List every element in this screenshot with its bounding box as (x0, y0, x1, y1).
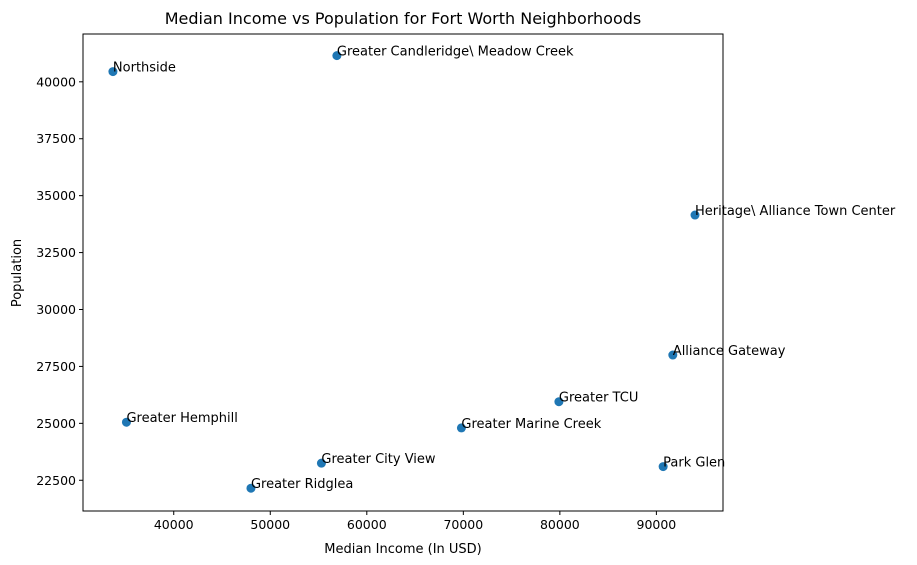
y-tick-label: 25000 (36, 416, 76, 431)
y-tick-label: 27500 (36, 359, 76, 374)
data-points (108, 51, 700, 493)
point-label: Greater Marine Creek (461, 417, 601, 432)
x-tick-label: 50000 (250, 517, 290, 532)
point-label: Northside (113, 61, 176, 76)
plot-area (82, 33, 724, 512)
x-tick-label: 40000 (154, 517, 194, 532)
x-tick-label: 90000 (637, 517, 677, 532)
x-tick-label: 70000 (443, 517, 483, 532)
data-point (668, 350, 678, 360)
point-label: Heritage\ Alliance Town Center (695, 204, 896, 219)
data-point (246, 483, 256, 493)
point-labels: Northside Greater Candleridge\ Meadow Cre… (113, 45, 896, 493)
point-label: Greater Ridglea (251, 477, 353, 492)
y-tick-label: 30000 (36, 302, 76, 317)
data-point (658, 462, 668, 472)
x-tick-label: 60000 (347, 517, 387, 532)
chart-title: Median Income vs Population for Fort Wor… (165, 9, 641, 28)
data-point (690, 210, 700, 220)
y-tick-label: 35000 (36, 188, 76, 203)
point-label: Park Glen (663, 456, 725, 471)
data-point (121, 417, 131, 427)
data-point (554, 397, 564, 407)
y-axis: 22500 25000 27500 30000 32500 35000 37500 40000 (36, 74, 83, 488)
point-label: Greater City View (321, 452, 435, 467)
data-point (108, 67, 118, 77)
plot-frame (82, 33, 724, 512)
data-point (456, 423, 466, 433)
data-point (316, 458, 326, 468)
point-label: Alliance Gateway (673, 344, 786, 359)
data-point (332, 51, 342, 61)
point-label: Greater TCU (559, 391, 638, 406)
point-label: Greater Candleridge\ Meadow Creek (337, 45, 574, 60)
y-tick-label: 22500 (36, 473, 76, 488)
y-tick-label: 40000 (36, 74, 76, 89)
y-tick-label: 32500 (36, 245, 76, 260)
y-tick-label: 37500 (36, 131, 76, 146)
x-tick-label: 80000 (540, 517, 580, 532)
y-axis-label: Population (10, 239, 25, 307)
x-axis-label: Median Income (In USD) (324, 542, 482, 557)
x-axis: 40000 50000 60000 70000 80000 90000 (154, 511, 676, 532)
point-label: Greater Hemphill (126, 411, 237, 426)
